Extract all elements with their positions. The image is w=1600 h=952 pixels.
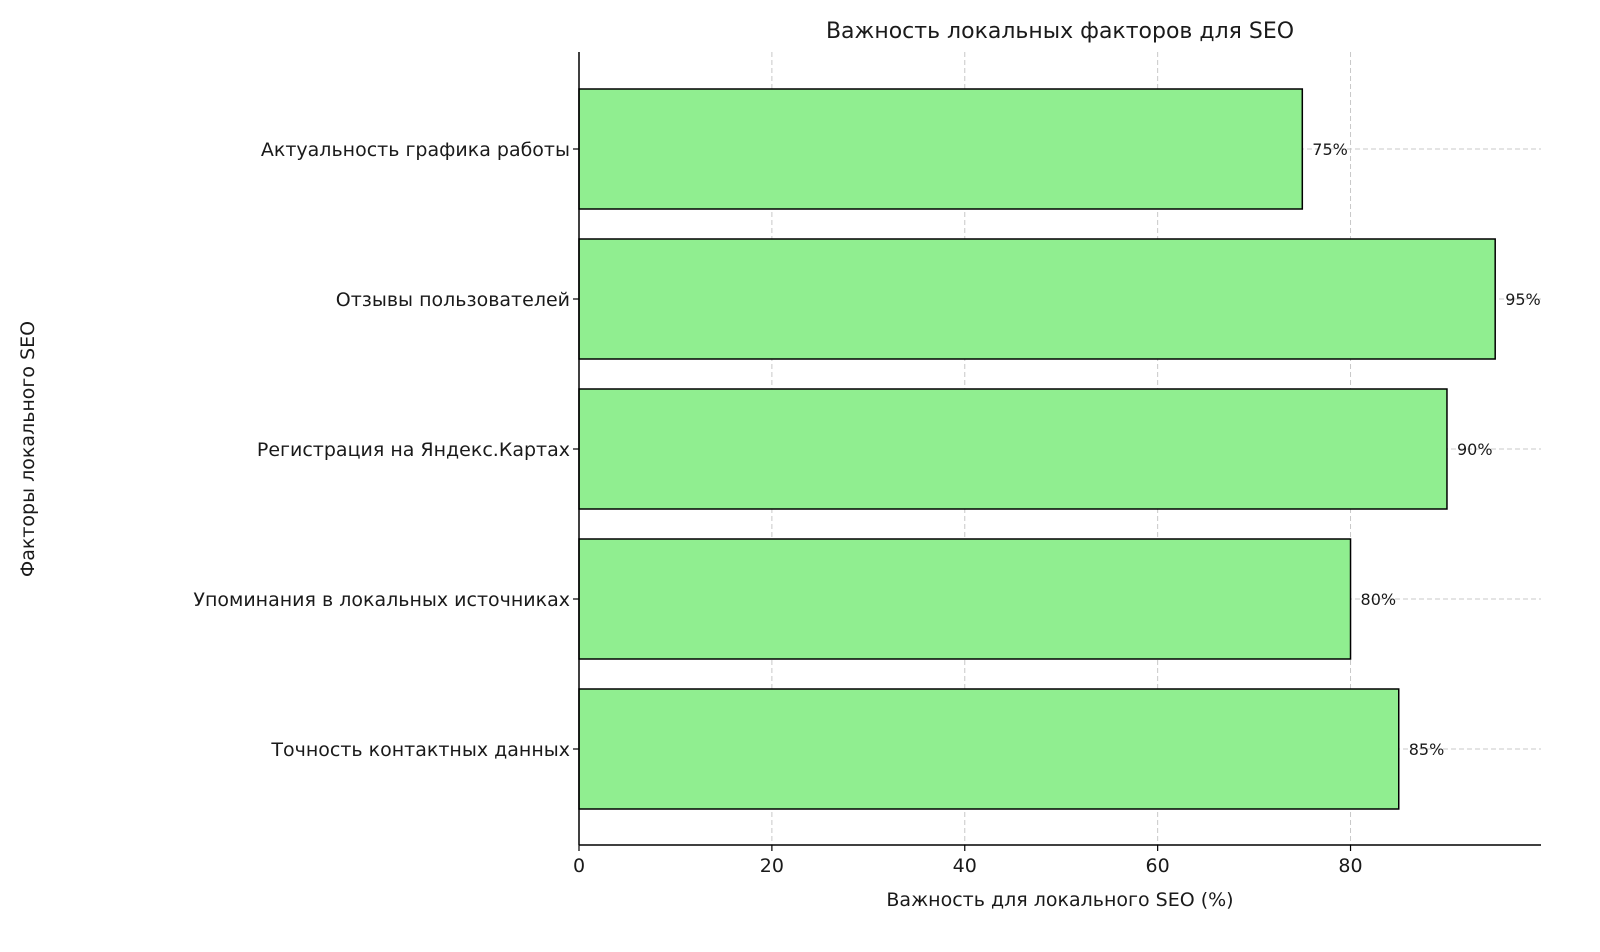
bar bbox=[578, 688, 1400, 810]
x-axis-label: Важность для локального SEO (%) bbox=[886, 889, 1233, 911]
data-label: 85% bbox=[1409, 740, 1445, 759]
y-axis-label: Факторы локального SEO bbox=[17, 321, 39, 577]
x-tick-label: 60 bbox=[1146, 855, 1170, 877]
x-tick-label: 40 bbox=[953, 855, 977, 877]
y-tick-label: Регистрация на Яндекс.Картах bbox=[257, 439, 570, 461]
chart-title: Важность локальных факторов для SEO bbox=[826, 19, 1294, 44]
x-tick-label: 80 bbox=[1338, 855, 1362, 877]
bars bbox=[578, 88, 1496, 810]
y-tick-label: Упоминания в локальных источниках bbox=[193, 589, 570, 611]
bar bbox=[578, 388, 1448, 510]
data-label: 90% bbox=[1457, 440, 1493, 459]
y-tick-label: Отзывы пользователей bbox=[336, 289, 570, 311]
x-tick-label: 0 bbox=[573, 855, 585, 877]
y-tick-label: Точность контактных данных bbox=[270, 739, 570, 761]
data-label: 80% bbox=[1361, 590, 1397, 609]
bar bbox=[578, 538, 1352, 660]
x-tick-label: 20 bbox=[760, 855, 784, 877]
data-label: 75% bbox=[1312, 140, 1348, 159]
data-label: 95% bbox=[1505, 290, 1541, 309]
bar bbox=[578, 238, 1496, 360]
data-labels: 85% 80% 90% 95% 75% bbox=[1312, 140, 1540, 759]
y-tick-label: Актуальность графика работы bbox=[261, 139, 570, 161]
axis-ticks: 0 20 40 60 80 Точность контактных данных Упоми… bbox=[193, 139, 1362, 877]
bar bbox=[578, 88, 1304, 210]
